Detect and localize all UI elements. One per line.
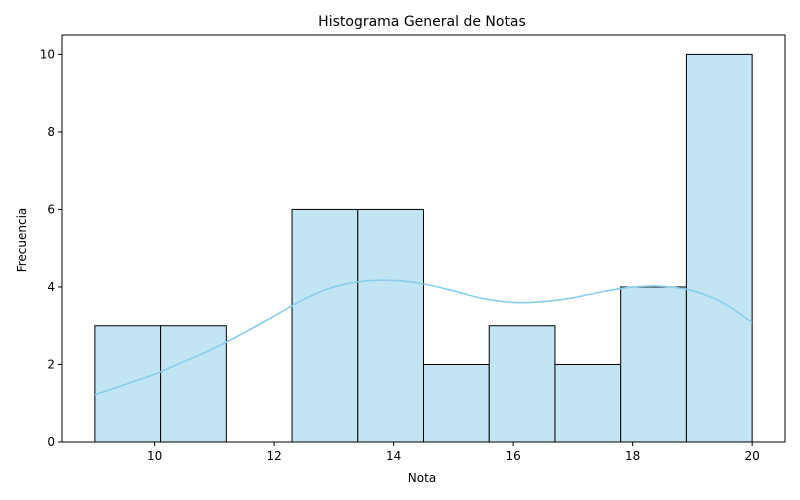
y-tick-label: 2: [47, 357, 55, 371]
x-tick-label: 16: [505, 449, 520, 463]
x-tick-label: 10: [147, 449, 162, 463]
histogram-bar: [685, 53, 753, 443]
plot-frame: [61, 34, 786, 443]
x-tick-label: 14: [386, 449, 401, 463]
histogram-bar: [423, 363, 490, 443]
kde-curve: [94, 279, 753, 396]
x-tick-label: 20: [744, 449, 759, 463]
x-tick-label: 12: [266, 449, 281, 463]
y-tick-label: 8: [47, 125, 55, 139]
y-tick-label: 0: [47, 435, 55, 449]
histogram-bar: [554, 363, 622, 443]
histogram-bar: [488, 325, 556, 443]
histogram-bar: [620, 286, 687, 443]
histogram-bar: [291, 208, 359, 443]
y-tick-label: 10: [40, 47, 55, 61]
chart-title: Histograma General de Notas: [318, 14, 526, 30]
x-axis-label: Nota: [408, 471, 436, 485]
x-tick-label: 18: [625, 449, 640, 463]
y-tick-label: 4: [47, 280, 55, 294]
y-axis-label: Frecuencia: [15, 208, 29, 273]
y-tick-label: 6: [47, 202, 55, 216]
histogram-bar: [357, 208, 425, 443]
histogram-bar: [160, 325, 227, 443]
